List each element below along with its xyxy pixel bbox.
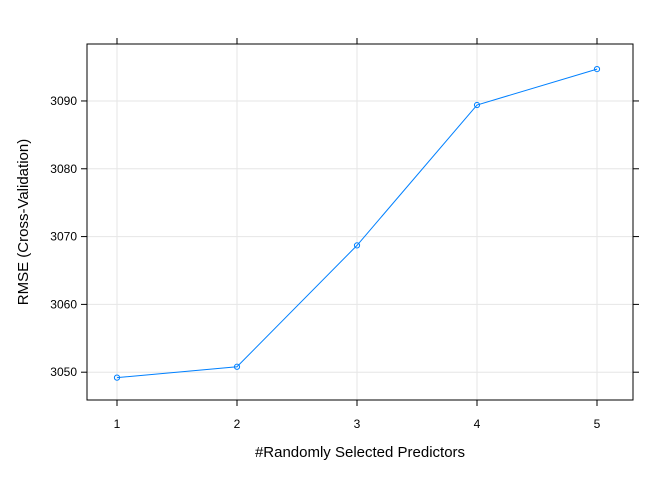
y-tick-label: 3070 <box>50 230 77 244</box>
data-point <box>233 363 241 370</box>
rmse-series-line <box>116 68 598 379</box>
plot-panel-frame <box>86 43 634 401</box>
data-point <box>353 242 361 249</box>
data-point <box>593 65 601 73</box>
y-tick-label: 3080 <box>50 162 77 176</box>
x-axis-title: #Randomly Selected Predictors <box>255 444 465 461</box>
y-tick-label: 3050 <box>50 365 77 379</box>
y-axis-title: RMSE (Cross-Validation) <box>15 139 32 305</box>
x-tick-label: 3 <box>354 417 361 431</box>
y-tick-label: 3090 <box>50 94 77 108</box>
x-tick-label: 5 <box>594 417 601 431</box>
x-tick-label: 4 <box>474 417 481 431</box>
y-tick-label: 3060 <box>50 297 77 311</box>
x-tick-label: 1 <box>114 417 121 431</box>
data-point <box>473 101 481 109</box>
data-point <box>113 374 121 381</box>
series-rmse <box>113 65 601 381</box>
gridlines <box>87 44 633 400</box>
x-tick-label: 2 <box>234 417 241 431</box>
axis-ticks: 1 2 3 4 5 3050 3060 3070 3080 3090 <box>50 38 639 431</box>
